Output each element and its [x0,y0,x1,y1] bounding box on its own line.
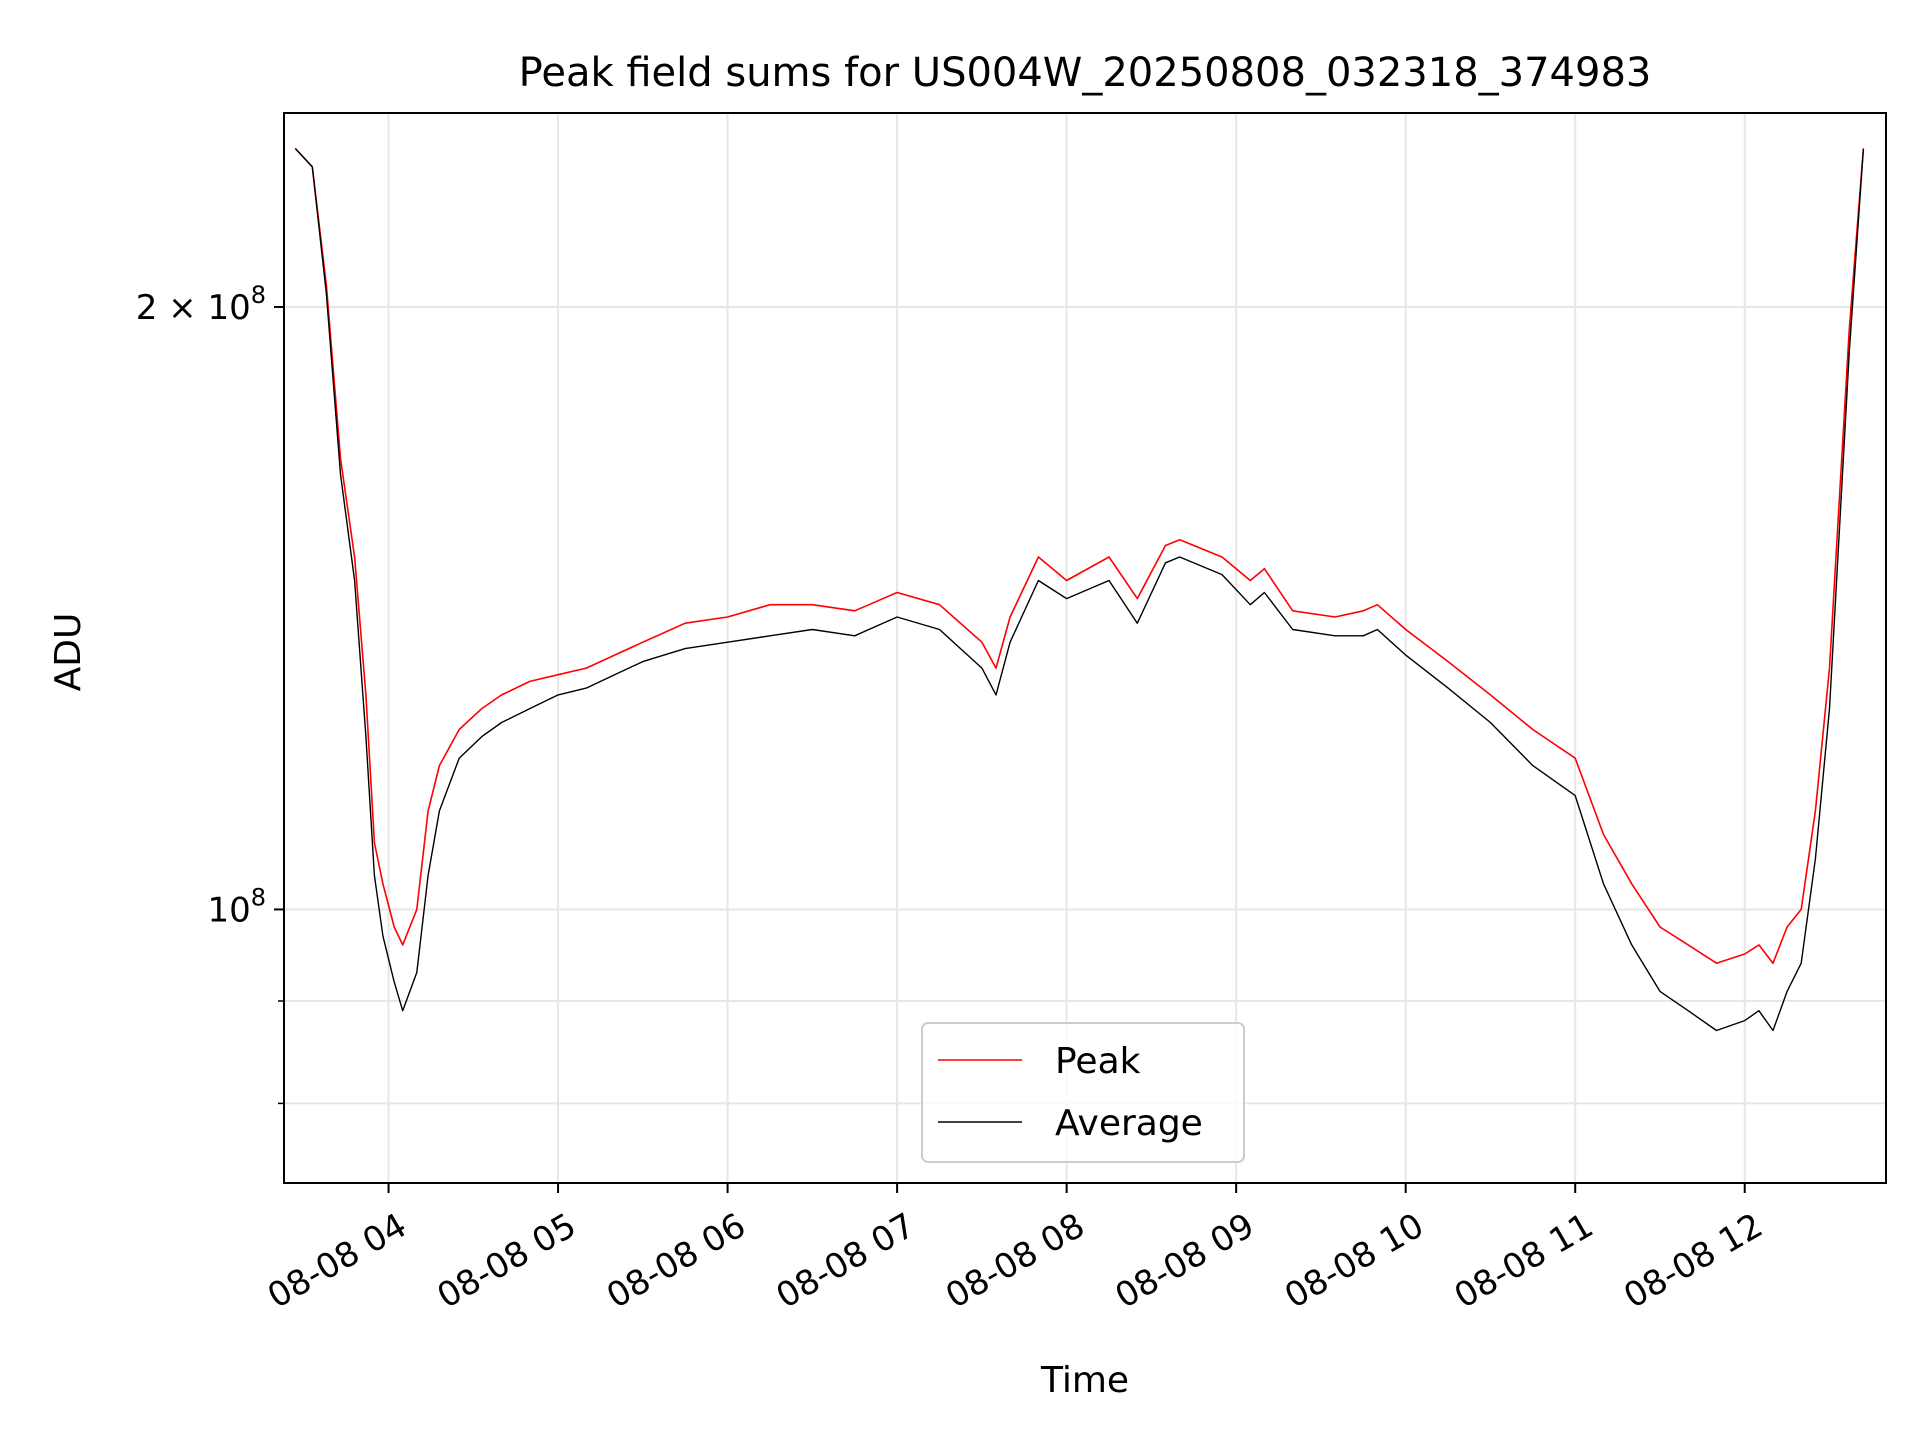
legend: Peak Average [921,1022,1245,1163]
x-tick-label: 08-08 04 [261,1206,413,1317]
y-tick-mantissa: 2 × [136,288,208,328]
x-tick-label: 08-08 10 [1278,1206,1430,1317]
y-tick-base: 10 [207,890,250,930]
x-tick-label: 08-08 12 [1617,1206,1769,1317]
y-tick-label: 2 × 108 [136,281,266,328]
x-axis-ticks: 08-08 04 08-08 05 08-08 06 08-08 07 08-08 08… [261,1183,1770,1317]
chart-title: Peak field sums for US004W_20250808_0323… [519,50,1652,96]
series-layer [294,147,1865,1032]
x-tick-label: 08-08 09 [1109,1206,1261,1317]
legend-label-average: Average [1055,1103,1203,1144]
x-tick-label: 08-08 06 [600,1206,752,1317]
x-tick-label: 08-08 05 [431,1206,583,1317]
y-tick-exponent: 8 [251,883,266,911]
x-tick-label: 08-08 11 [1448,1206,1600,1317]
y-tick-base: 10 [207,288,250,328]
plot-frame [283,112,1887,1184]
series-line-peak [294,147,1865,965]
x-tick-label: 08-08 07 [770,1206,922,1317]
series-line-average [294,148,1865,1032]
legend-box [921,1022,1245,1163]
x-tick-label: 08-08 08 [939,1206,1091,1317]
x-axis-label: Time [1040,1360,1129,1401]
legend-label-peak: Peak [1055,1041,1141,1082]
grid [284,113,1886,1183]
y-tick-label: 108 [207,883,266,930]
y-axis-label: ADU [48,613,89,692]
y-tick-exponent: 8 [251,281,266,309]
